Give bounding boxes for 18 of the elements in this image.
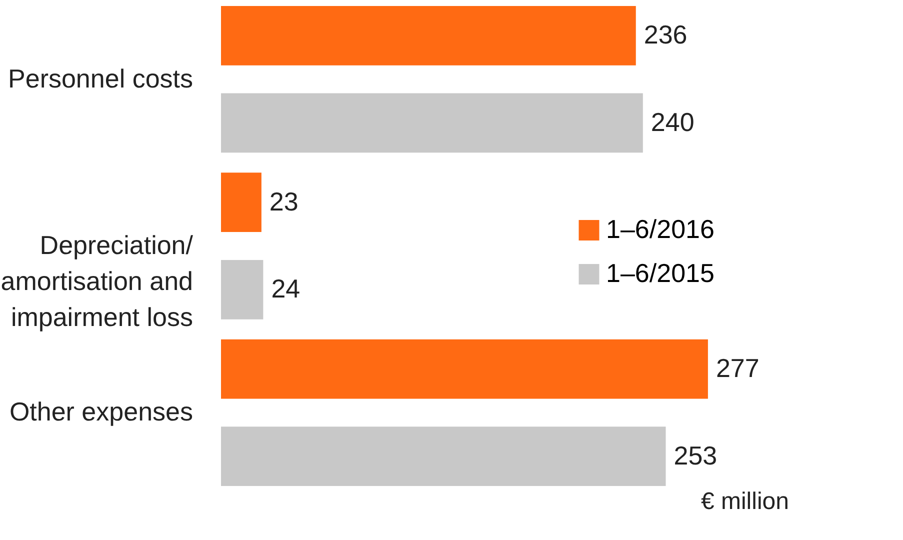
bar [221,260,264,320]
bar [221,426,666,486]
legend-label: 1–6/2015 [606,258,714,288]
bar [221,339,708,399]
y-tick-label: Depreciation/ amortisation and impairment loss [0,230,194,332]
bar [221,93,643,153]
annotation: € million [700,488,789,515]
data-label: 240 [650,106,694,137]
bar [221,6,636,66]
bar [221,172,262,232]
data-label: 277 [716,353,760,384]
legend-label: 1–6/2016 [606,214,714,244]
data-label: 23 [269,186,298,216]
data-label: 236 [644,20,688,50]
y-tick-label: Other expenses [9,396,193,427]
data-label: 253 [674,440,718,470]
y-tick-label: Personnel costs [8,63,193,94]
data-label: 24 [271,274,300,304]
